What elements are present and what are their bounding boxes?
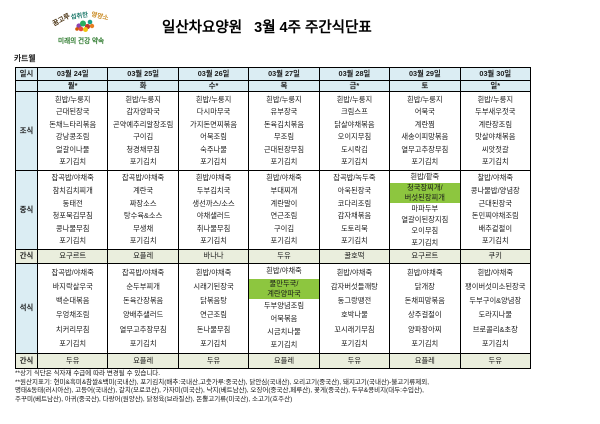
svg-text:꿈고루: 꿈고루	[52, 11, 72, 28]
svg-text:영양소: 영양소	[91, 9, 110, 22]
svg-text:섭취한: 섭취한	[70, 10, 89, 21]
svg-text:미래의 건강 약속: 미래의 건강 약속	[58, 36, 104, 45]
